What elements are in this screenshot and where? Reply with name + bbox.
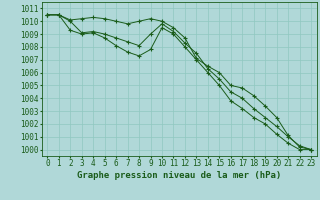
X-axis label: Graphe pression niveau de la mer (hPa): Graphe pression niveau de la mer (hPa)	[77, 171, 281, 180]
